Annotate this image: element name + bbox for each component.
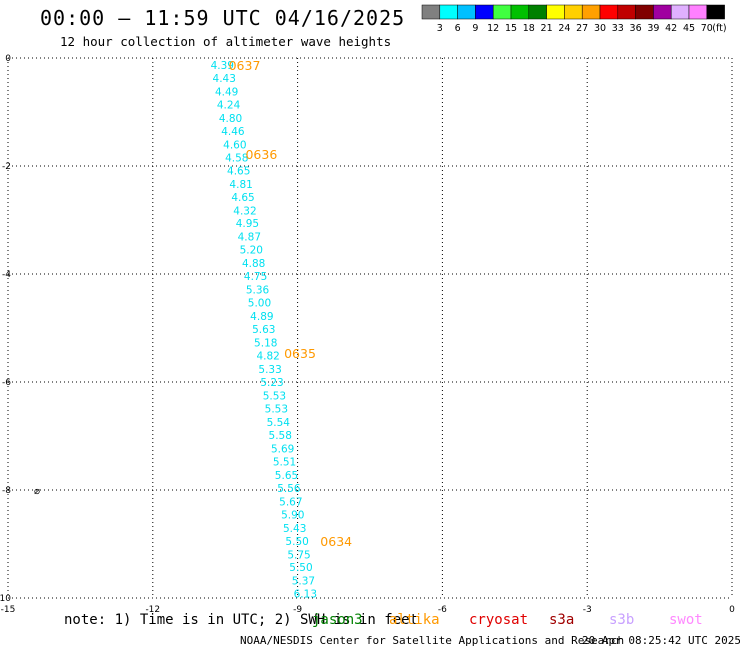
wave-height-point: 5.36: [246, 285, 270, 297]
wave-height-point: 6.13: [294, 589, 317, 601]
pass-time-label: 0634: [320, 534, 352, 549]
wave-height-point: 5.23: [260, 377, 283, 389]
satellite-legend-s3a: s3a: [549, 612, 575, 628]
wave-height-point: 5.63: [252, 324, 275, 336]
wave-height-point: 4.88: [242, 258, 265, 270]
buoy-marker: ⌀: [34, 486, 40, 497]
wave-height-point: 4.39: [211, 60, 234, 72]
wave-height-point: 5.18: [254, 338, 277, 350]
wave-height-point: 5.00: [248, 298, 271, 310]
x-tick-label: -3: [583, 605, 592, 615]
wave-height-point: 4.82: [256, 351, 279, 363]
wave-height-point: 4.81: [229, 179, 252, 191]
wave-height-point: 5.37: [292, 576, 315, 588]
wave-height-point: 5.53: [265, 403, 288, 415]
wave-height-point: 5.20: [240, 245, 263, 257]
pass-time-label: 0635: [284, 346, 316, 361]
satellite-legend-swot: swot: [669, 612, 703, 628]
wave-height-point: 5.75: [287, 549, 310, 561]
chart-title: 00:00 – 11:59 UTC 04/16/2025: [40, 6, 406, 30]
wave-height-point: 4.95: [236, 218, 259, 230]
y-tick-label: -10: [0, 594, 11, 604]
y-tick-label: -4: [2, 270, 11, 280]
wave-height-point: 4.49: [215, 86, 238, 98]
satellite-legend-s3b: s3b: [609, 612, 635, 628]
wave-height-point: 4.32: [233, 205, 256, 217]
credit-text: NOAA/NESDIS Center for Satellite Applica…: [240, 634, 625, 647]
wave-height-point: 4.65: [227, 165, 250, 177]
pass-time-label: 0636: [245, 147, 277, 162]
wave-height-point: 5.69: [271, 443, 294, 455]
satellite-legend-cryosat: cryosat: [469, 612, 529, 628]
pass-time-label: 0637: [229, 58, 261, 73]
chart-subtitle: 12 hour collection of altimeter wave hei…: [60, 34, 392, 49]
wave-height-point: 5.56: [277, 483, 301, 495]
x-tick-label: 0: [729, 605, 735, 615]
wave-height-point: 5.90: [281, 509, 304, 521]
generated-timestamp: 20 Apr 08:25:42 UTC 2025: [582, 634, 740, 647]
satellite-legend-altika: altika: [389, 612, 440, 628]
wave-height-point: 5.65: [275, 470, 298, 482]
wave-height-point: 5.54: [267, 417, 291, 429]
wave-height-point: 5.51: [273, 456, 296, 468]
wave-height-point: 5.50: [289, 562, 312, 574]
wave-height-point: 4.80: [219, 113, 242, 125]
wave-height-point: 5.43: [283, 523, 306, 535]
wave-height-point: 5.58: [269, 430, 292, 442]
x-tick-label: -12: [145, 605, 160, 615]
wave-height-point: 4.89: [250, 311, 273, 323]
x-tick-label: -9: [293, 605, 302, 615]
satellite-legend-jason3: jason3: [312, 612, 363, 628]
y-tick-label: -6: [2, 378, 11, 388]
y-tick-label: -2: [2, 162, 11, 172]
wave-height-point: 4.43: [213, 73, 236, 85]
wave-height-point: 5.33: [258, 364, 281, 376]
wave-height-point: 4.65: [231, 192, 254, 204]
x-tick-label: -6: [438, 605, 447, 615]
y-tick-label: -8: [2, 486, 11, 496]
wave-height-point: 5.67: [279, 496, 302, 508]
wave-height-point: 4.24: [217, 99, 241, 111]
wave-height-point: 5.50: [285, 536, 308, 548]
wave-height-point: 4.58: [225, 152, 248, 164]
wave-height-point: 5.53: [263, 391, 286, 403]
note-text: note: 1) Time is in UTC; 2) SWH is in fe…: [64, 612, 419, 628]
wave-height-point: 4.46: [221, 126, 245, 138]
x-tick-label: -15: [1, 605, 16, 615]
wave-height-point: 4.87: [238, 232, 261, 244]
y-tick-label: 0: [5, 54, 11, 64]
wave-height-point: 4.75: [244, 271, 267, 283]
wave-height-point: 4.60: [223, 139, 246, 151]
